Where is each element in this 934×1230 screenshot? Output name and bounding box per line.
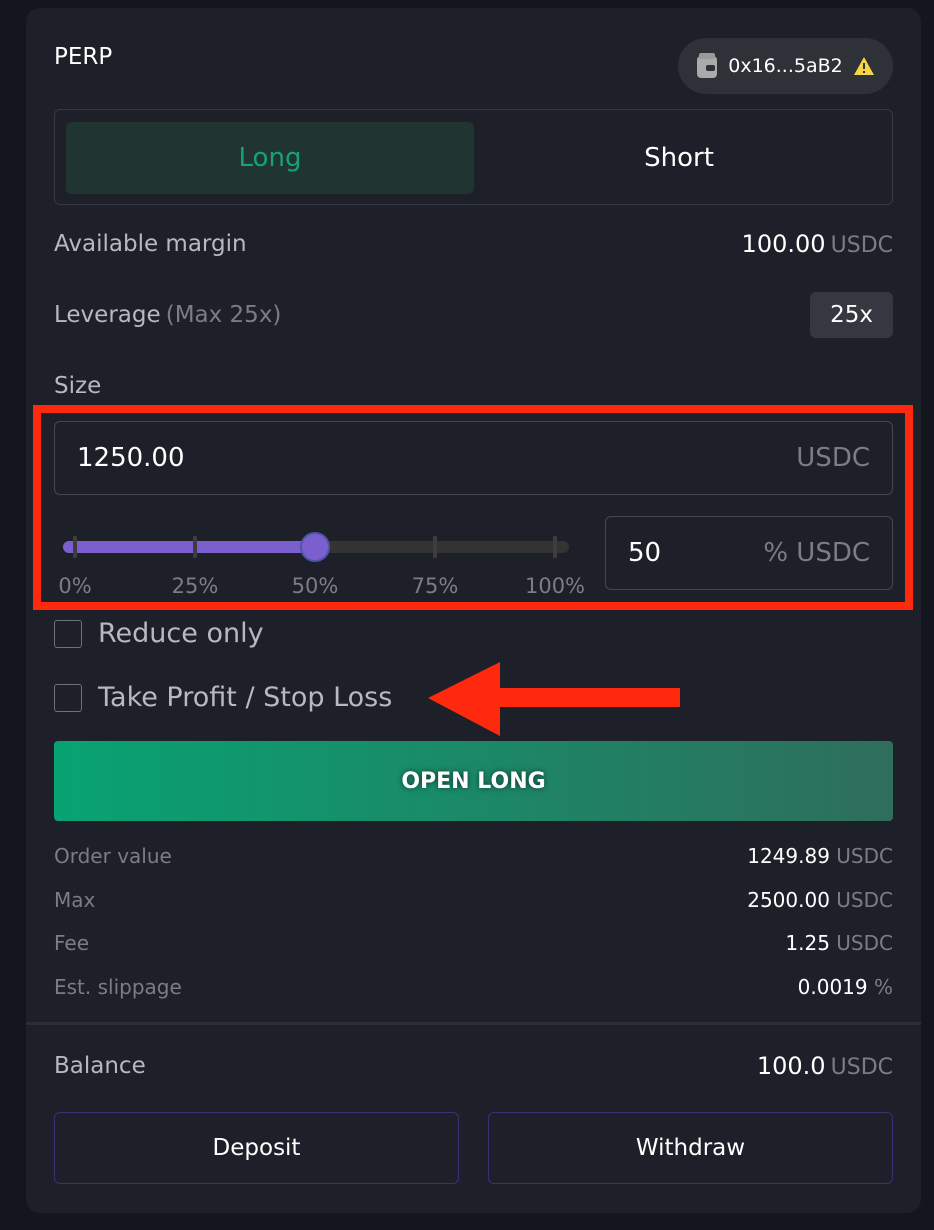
tpsl-checkbox[interactable] bbox=[54, 683, 82, 712]
balance-label: Balance bbox=[54, 1053, 146, 1079]
available-margin-row: Available margin 100.00 USDC bbox=[54, 230, 893, 258]
withdraw-button[interactable]: Withdraw bbox=[488, 1112, 893, 1184]
size-percent-value: 50 bbox=[628, 538, 662, 568]
size-value: 1250.00 bbox=[77, 443, 185, 473]
summary-label: Order value bbox=[54, 844, 172, 868]
size-label: Size bbox=[54, 373, 102, 399]
slider-tick-label: 75% bbox=[411, 574, 459, 598]
slider-tick bbox=[73, 536, 77, 558]
wallet-icon bbox=[697, 53, 718, 78]
summary-value: 1249.89 bbox=[747, 844, 830, 868]
available-margin-value: 100.00 bbox=[741, 230, 826, 258]
slider-tick-label: 25% bbox=[171, 574, 219, 598]
side-tabs: Long Short bbox=[54, 109, 893, 205]
summary-row: Est. slippage 0.0019 % bbox=[54, 975, 893, 999]
tpsl-label: Take Profit / Stop Loss bbox=[98, 682, 393, 713]
tab-long[interactable]: Long bbox=[66, 122, 474, 194]
summary-unit: % bbox=[873, 974, 893, 999]
highlight-box bbox=[33, 405, 913, 610]
reduce-only-label: Reduce only bbox=[98, 618, 264, 649]
summary-value: 1.25 bbox=[785, 931, 830, 955]
leverage-hint: (Max 25x) bbox=[165, 302, 282, 328]
tpsl-option[interactable]: Take Profit / Stop Loss bbox=[54, 682, 392, 713]
slider-tick bbox=[553, 536, 557, 558]
divider bbox=[26, 1022, 921, 1025]
warning-icon bbox=[853, 57, 874, 75]
summary-row: Fee 1.25 USDC bbox=[54, 931, 893, 955]
leverage-label: Leverage bbox=[54, 302, 161, 328]
summary-label: Max bbox=[54, 887, 96, 912]
size-percent-input[interactable]: 50 % USDC bbox=[605, 516, 893, 590]
wallet-address: 0x16...5aB2 bbox=[728, 55, 843, 77]
leverage-button[interactable]: 25x bbox=[810, 292, 893, 338]
tab-short[interactable]: Short bbox=[644, 143, 714, 173]
summary-unit: USDC bbox=[836, 931, 893, 955]
summary-row: Max 2500.00 USDC bbox=[54, 888, 893, 912]
summary-unit: USDC bbox=[836, 844, 893, 868]
panel-title: PERP bbox=[54, 44, 113, 70]
reduce-only-checkbox[interactable] bbox=[54, 619, 82, 648]
balance-value: 100.0 bbox=[756, 1052, 826, 1080]
reduce-only-option[interactable]: Reduce only bbox=[54, 618, 264, 649]
summary-value: 0.0019 bbox=[797, 974, 868, 999]
size-input[interactable]: 1250.00 USDC bbox=[54, 421, 893, 495]
slider-tick-label: 0% bbox=[58, 574, 92, 598]
leverage-row: Leverage (Max 25x) 25x bbox=[54, 292, 893, 338]
summary-unit: USDC bbox=[836, 887, 893, 912]
deposit-button[interactable]: Deposit bbox=[54, 1112, 459, 1184]
size-slider-fill bbox=[63, 541, 315, 553]
size-unit: USDC bbox=[796, 443, 870, 473]
slider-tick bbox=[433, 536, 437, 558]
size-slider-thumb[interactable] bbox=[300, 532, 330, 562]
slider-tick-label: 100% bbox=[524, 574, 586, 598]
red-arrow-annotation bbox=[428, 662, 680, 736]
summary-label: Fee bbox=[54, 931, 90, 955]
slider-tick-label: 50% bbox=[291, 574, 339, 598]
perp-order-panel: PERP 0x16...5aB2 Long Short Available ma… bbox=[26, 8, 921, 1213]
wallet-button[interactable]: 0x16...5aB2 bbox=[678, 38, 893, 94]
available-margin-label: Available margin bbox=[54, 231, 247, 257]
summary-row: Order value 1249.89 USDC bbox=[54, 844, 893, 868]
balance-row: Balance 100.0 USDC bbox=[54, 1052, 893, 1080]
slider-tick bbox=[193, 536, 197, 558]
summary-label: Est. slippage bbox=[54, 974, 182, 999]
size-percent-unit: % USDC bbox=[763, 538, 870, 568]
open-long-button[interactable]: OPEN LONG bbox=[54, 741, 893, 821]
summary-value: 2500.00 bbox=[747, 887, 830, 912]
available-margin-unit: USDC bbox=[830, 233, 893, 258]
balance-unit: USDC bbox=[830, 1055, 893, 1080]
